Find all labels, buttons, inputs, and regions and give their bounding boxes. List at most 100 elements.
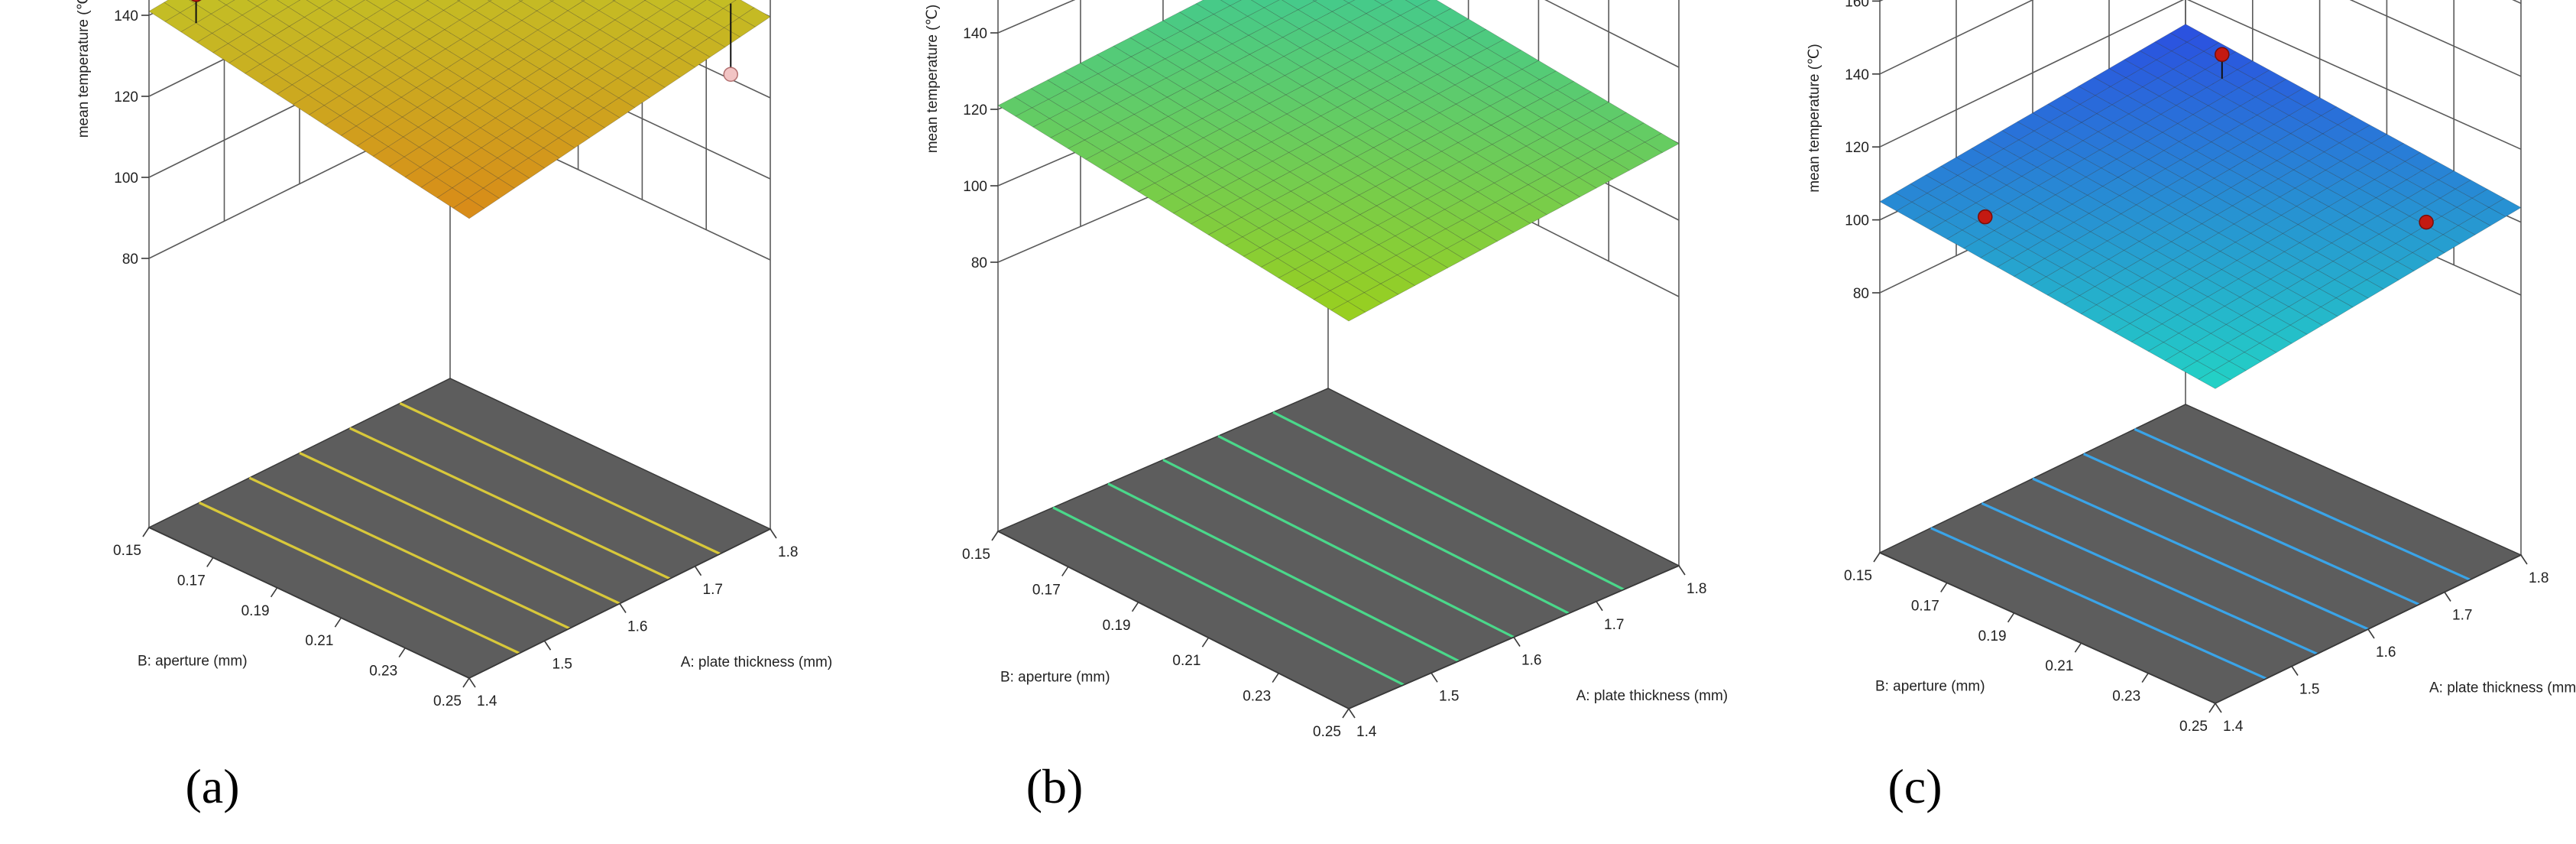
surface-cell — [1239, 189, 1275, 209]
surface-cell — [403, 127, 435, 148]
surface-cell — [1281, 9, 1317, 29]
x-tick-label: 1.4 — [1356, 724, 1377, 740]
surface-cell — [2299, 233, 2332, 253]
surface-cell — [465, 127, 497, 148]
surface-cell — [2348, 242, 2381, 262]
surface-cell — [2092, 258, 2127, 278]
surface-cell — [2154, 32, 2188, 52]
design-point-above — [190, 0, 202, 2]
contour-line — [1217, 434, 1570, 615]
x-tick-label: 1.5 — [1439, 688, 1459, 704]
design-point-above — [2215, 47, 2230, 63]
design-points — [1978, 47, 2434, 230]
x-tick-mark — [770, 528, 777, 539]
surface-cell — [2360, 197, 2393, 216]
surface-cell — [2228, 160, 2263, 179]
x-tick-label: 1.6 — [1521, 653, 1541, 669]
x-tick-mark — [1348, 708, 1356, 719]
surface-cell — [1291, 201, 1327, 222]
surface-cell — [2344, 206, 2378, 226]
surface-cell — [2488, 198, 2522, 217]
chart-panel-b: 801001201401601801.41.51.61.71.80.150.17… — [925, 0, 1728, 813]
z-tick-label: 80 — [971, 255, 987, 271]
x-tick-label: 1.6 — [627, 619, 647, 635]
contour-line — [1052, 506, 1405, 687]
contour-line — [348, 427, 671, 580]
surface-cell — [2396, 252, 2430, 271]
surface-cell — [678, 47, 711, 68]
y-tick-label: 0.17 — [177, 573, 206, 589]
surface-cell — [2020, 148, 2053, 168]
wall-gridline-z — [1879, 0, 2522, 150]
z-tick-label: 120 — [114, 89, 138, 106]
surface-cell — [2317, 261, 2351, 281]
surface-cell — [2207, 287, 2241, 307]
surface-cell — [2458, 216, 2491, 235]
surface-cell — [2139, 41, 2173, 60]
contour-line — [248, 476, 571, 630]
surface-cell — [2195, 333, 2228, 352]
surface-cell — [2180, 151, 2214, 170]
surface-cell — [2119, 186, 2153, 206]
surface-cell — [480, 118, 512, 138]
surface-cell — [212, 43, 245, 63]
x-tick-mark — [1678, 565, 1686, 576]
surface-cell — [306, 66, 339, 86]
surface-cell — [693, 37, 726, 58]
surface-cell — [2215, 187, 2249, 206]
y-tick-mark — [2141, 673, 2149, 683]
surface-cell — [2080, 304, 2114, 324]
wall-gridline-z — [1879, 0, 2522, 5]
surface-cell — [2055, 185, 2088, 205]
contour-lines — [1052, 411, 1625, 687]
surface-cell — [2202, 232, 2236, 252]
surface-cell — [633, 77, 666, 98]
axis-line-y — [997, 531, 1350, 709]
surface-cell — [242, 24, 275, 45]
surface-cell — [2412, 243, 2445, 262]
surface-cell — [1418, 36, 1454, 56]
surface-cell — [276, 0, 301, 8]
surface-cell — [478, 78, 510, 99]
surface-cell — [2012, 248, 2046, 268]
response-surface — [148, 0, 771, 219]
contour-line — [1981, 502, 2318, 655]
surface-cell — [2131, 141, 2165, 161]
surface-cell — [2169, 214, 2203, 233]
surface-cell — [1085, 150, 1120, 170]
surface-cell — [2060, 258, 2095, 278]
surface-cell — [2147, 342, 2181, 362]
surface-cell — [381, 18, 414, 39]
surface-cell — [196, 33, 229, 54]
y-tick-label: 0.21 — [2045, 658, 2073, 674]
y-tick-mark — [206, 557, 214, 567]
surface-cell — [2017, 112, 2050, 131]
surface-cell — [2121, 222, 2156, 242]
surface-cell — [2032, 103, 2066, 123]
y-tick-mark — [270, 587, 278, 598]
y-tick-mark — [1272, 673, 1279, 683]
y-tick-mark — [1342, 708, 1350, 719]
z-tick-label: 140 — [114, 8, 138, 24]
surface-cell — [2111, 286, 2144, 306]
z-tick-label: 140 — [1845, 67, 1869, 83]
x-axis-title: A: plate thickness (mm) — [681, 654, 832, 670]
surface-cell — [452, 197, 485, 219]
x-tick-mark — [2291, 666, 2299, 676]
surface-cell — [2218, 223, 2251, 243]
y-tick-label: 0.15 — [1844, 568, 1872, 584]
surface-cell — [2279, 187, 2312, 207]
surface-cell — [2009, 212, 2043, 232]
surface-cell — [2138, 232, 2173, 252]
contour-line — [399, 402, 721, 555]
surface-cell — [274, 26, 306, 47]
contour-line — [299, 452, 621, 605]
contour-line — [198, 502, 520, 654]
surface-cell — [2268, 252, 2302, 271]
surface-cell — [648, 67, 681, 88]
surface-cell — [2165, 159, 2199, 179]
x-tick-mark — [619, 603, 627, 613]
surface-cell — [2289, 124, 2324, 144]
design-point-above — [1978, 209, 1993, 225]
surface-cell — [2274, 324, 2308, 344]
